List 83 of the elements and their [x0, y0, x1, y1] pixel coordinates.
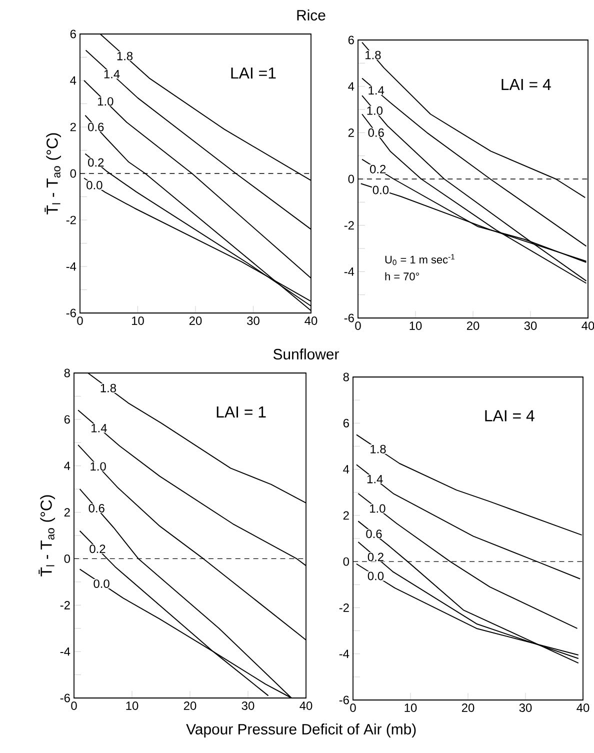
chart-title: Rice — [297, 10, 326, 20]
y-tick-label: 4 — [343, 465, 350, 474]
series-label: 1.0 — [367, 106, 383, 115]
x-tick-label: 20 — [462, 704, 474, 712]
x-tick-label: 0 — [355, 322, 361, 330]
x-tick-label: 0 — [77, 316, 83, 325]
y-tick-label: -2 — [60, 600, 70, 610]
series-label: 0.0 — [368, 572, 384, 580]
annotation: LAI = 4 — [485, 410, 534, 422]
series-label: 0.6 — [88, 122, 104, 132]
y-tick-label: 4 — [348, 82, 354, 90]
series-label: 0.2 — [90, 544, 106, 554]
series-label: 1.8 — [370, 444, 386, 454]
y-tick-label: 0 — [343, 557, 350, 566]
series-label: 0.6 — [366, 530, 382, 538]
x-tick-label: 10 — [126, 702, 138, 710]
series-label: 1.8 — [100, 384, 116, 392]
y-tick-label: -2 — [339, 604, 349, 612]
y-tick-label: -4 — [60, 647, 70, 656]
series-label: 0.0 — [94, 579, 110, 588]
annotation: LAI = 1 — [216, 406, 266, 418]
series-label: 1.0 — [98, 97, 114, 106]
y-tick-label: 6 — [70, 30, 76, 38]
x-tick-label: 30 — [519, 704, 532, 712]
y-tick-label: -2 — [344, 221, 354, 230]
series-label: 1.8 — [366, 50, 381, 60]
x-tick-label: 30 — [247, 316, 260, 325]
annotation: U$_{0}$ = 1 m sec$^{-1}$ — [385, 254, 455, 266]
y-tick-label: 0 — [70, 169, 76, 178]
x-axis-title: Vapour Pressure Deficit of Air (mb) — [186, 724, 416, 738]
series-label: 0.6 — [368, 128, 384, 137]
y-tick-label: -4 — [66, 262, 76, 271]
y-tick-label: 8 — [64, 368, 70, 378]
y-axis-title: T̄$_{l}$ - T$_{ao}$ (°C) — [44, 133, 62, 214]
series-label: 1.4 — [368, 86, 384, 94]
y-tick-label: -6 — [60, 694, 70, 702]
y-tick-label: 0 — [64, 554, 70, 563]
annotation: h = 70° — [385, 272, 420, 280]
y-tick-label: 2 — [348, 128, 354, 137]
y-tick-label: 4 — [64, 462, 70, 470]
x-tick-label: 20 — [189, 316, 202, 325]
y-tick-label: -2 — [66, 216, 76, 224]
x-tick-label: 40 — [304, 316, 318, 325]
y-tick-label: 2 — [343, 511, 349, 520]
series-label: 0.0 — [372, 186, 389, 194]
series-label: 0.6 — [88, 504, 104, 512]
annotation: LAI =1 — [231, 68, 276, 79]
x-tick-label: 10 — [410, 322, 422, 330]
x-tick-label: 20 — [184, 702, 196, 710]
y-tick-label: 0 — [348, 174, 354, 184]
y-tick-label: -6 — [344, 314, 354, 322]
x-tick-label: 30 — [242, 702, 254, 710]
series-label: 1.4 — [92, 424, 107, 432]
y-tick-label: -6 — [339, 696, 349, 704]
series-label: 1.4 — [104, 70, 120, 78]
y-tick-label: -4 — [344, 268, 354, 276]
y-tick-label: 4 — [70, 76, 76, 85]
series-label: 1.0 — [370, 504, 386, 513]
x-tick-label: 10 — [132, 316, 144, 325]
y-tick-label: 2 — [64, 508, 70, 516]
y-tick-label: 2 — [70, 122, 76, 132]
series-label: 0.2 — [370, 164, 386, 174]
x-tick-label: 20 — [466, 322, 480, 330]
series-label: 1.0 — [90, 462, 106, 471]
chart-title: Sunflower — [273, 348, 339, 360]
x-tick-label: 40 — [576, 704, 590, 712]
x-tick-label: 40 — [300, 702, 312, 710]
y-tick-label: -4 — [339, 650, 350, 658]
x-tick-label: 40 — [582, 322, 594, 330]
annotation: LAI = 4 — [502, 78, 551, 90]
x-tick-label: 30 — [524, 322, 537, 330]
y-tick-label: 6 — [348, 36, 354, 44]
series-label: 0.2 — [88, 158, 104, 167]
series-label: 1.4 — [367, 474, 383, 484]
x-tick-label: 10 — [404, 704, 417, 712]
series-label: 0.2 — [368, 552, 384, 562]
series-label: 0.0 — [86, 180, 102, 190]
y-tick-label: 6 — [64, 415, 70, 424]
y-axis-title: T̄$_{l}$ - T$_{ao}$ (°C) — [38, 495, 56, 576]
y-tick-label: -6 — [66, 308, 76, 318]
y-tick-label: 8 — [343, 372, 349, 382]
series-label: 1.8 — [117, 52, 133, 60]
y-tick-label: 6 — [343, 418, 349, 428]
